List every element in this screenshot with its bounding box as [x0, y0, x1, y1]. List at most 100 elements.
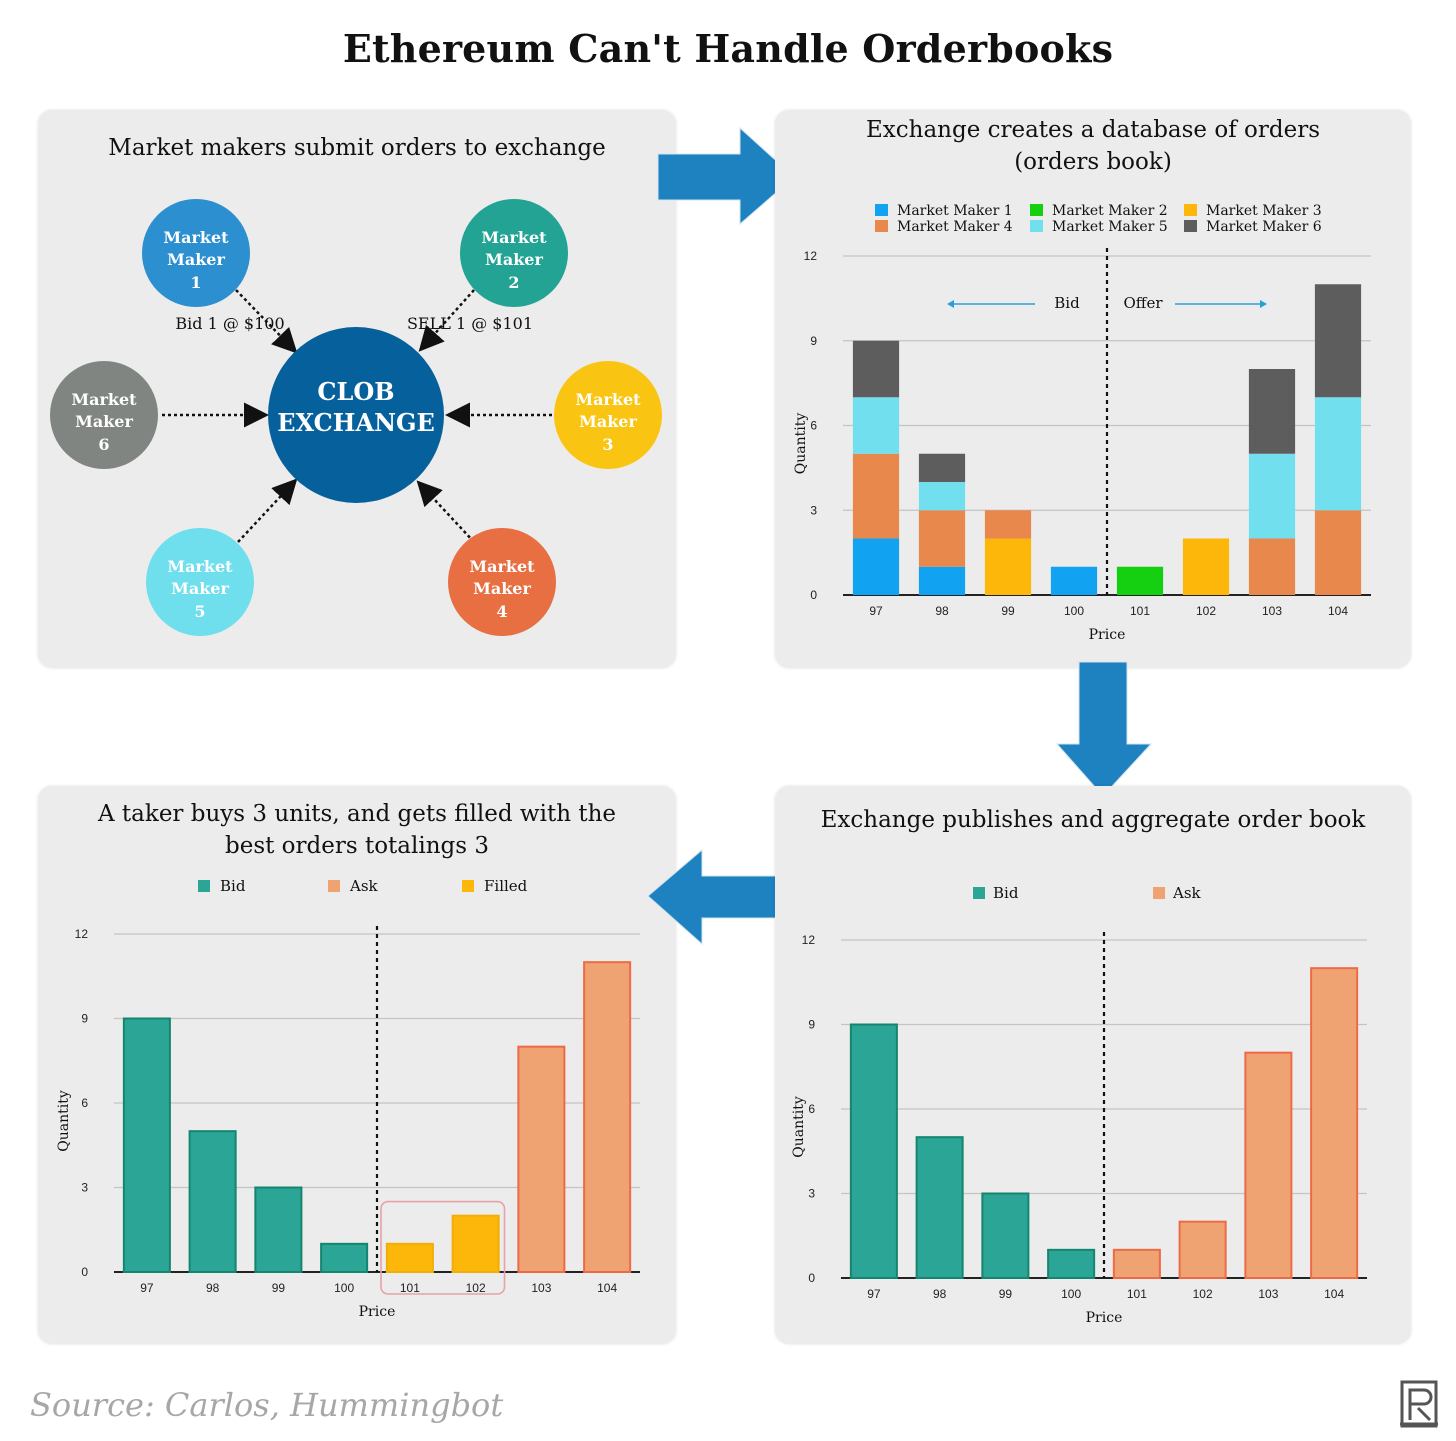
x-tick-label: 97 — [869, 604, 883, 618]
market-maker-node-6: Market Maker 6 — [50, 361, 158, 469]
market-maker-word1: Market — [575, 390, 641, 409]
legend-swatch-ask — [328, 880, 340, 892]
market-maker-number: 1 — [190, 273, 201, 292]
y-tick-label: 9 — [81, 1012, 88, 1026]
bar — [1310, 967, 1359, 1280]
x-tick-label: 97 — [140, 1281, 154, 1295]
bar-segment — [1182, 538, 1230, 595]
panel-order-database-title-2: (orders book) — [1014, 149, 1172, 175]
offer-arrowhead-icon — [1260, 300, 1267, 308]
stacked-orderbook-chart: 0 3 6 9 12 Price Quantity 97 98 99 100 101 102 103 104… — [793, 203, 1371, 643]
legend-swatch-mm6 — [1184, 220, 1197, 232]
bar — [1047, 1248, 1096, 1280]
bid-order-label: Bid 1 @ $100 — [175, 314, 284, 333]
x-tick-label: 97 — [867, 1287, 881, 1301]
y-axis-title: Quantity — [793, 413, 809, 475]
bar-segment — [918, 482, 966, 511]
market-maker-word2: Maker — [485, 250, 543, 269]
bid-side-label: Bid — [1054, 294, 1080, 312]
x-tick-label: 104 — [1328, 604, 1348, 618]
bar — [385, 1242, 434, 1274]
sell-order-label: SELL 1 @ $101 — [407, 314, 533, 333]
y-tick-label: 6 — [810, 419, 817, 433]
y-tick-label: 0 — [81, 1265, 88, 1279]
bar — [1244, 1051, 1293, 1279]
bar-segment — [918, 453, 966, 482]
x-tick-label: 98 — [206, 1281, 220, 1295]
market-maker-word2: Maker — [75, 412, 133, 431]
panel-submit-orders-title: Market makers submit orders to exchange — [108, 135, 606, 161]
market-maker-node-4: Market Maker 4 — [448, 528, 556, 636]
connector-mm5 — [237, 478, 298, 543]
x-tick-label: 101 — [400, 1281, 420, 1295]
y-axis-title: Quantity — [791, 1096, 807, 1158]
legend-swatch-bid — [198, 880, 210, 892]
y-tick-label: 12 — [804, 249, 818, 263]
x-tick-label: 100 — [334, 1281, 354, 1295]
x-tick-label: 101 — [1127, 1287, 1147, 1301]
y-tick-label: 3 — [808, 1187, 815, 1201]
bar-segment — [1050, 566, 1098, 595]
market-maker-node-2: Market Maker 2 — [460, 199, 568, 307]
panel-taker-fill: A taker buys 3 units, and gets filled wi… — [38, 786, 676, 1344]
source-caption: Source: Carlos, Hummingbot — [30, 1386, 504, 1424]
bar-segment — [852, 397, 900, 454]
y-tick-label: 12 — [75, 927, 89, 941]
market-maker-word2: Maker — [473, 579, 531, 598]
legend-label-ask: Ask — [349, 877, 379, 895]
legend-swatch-mm3 — [1184, 204, 1197, 216]
x-axis-title: Price — [1089, 627, 1126, 643]
bar — [1178, 1220, 1227, 1279]
connector-mm4 — [416, 480, 475, 543]
bar — [915, 1136, 964, 1279]
panel-order-database-title-1: Exchange creates a database of orders — [865, 117, 1320, 143]
bar — [517, 1045, 566, 1273]
bar-segment — [1314, 284, 1362, 398]
panel-taker-fill-title-1: A taker buys 3 units, and gets filled wi… — [98, 801, 616, 827]
legend-swatch-mm4 — [875, 220, 888, 232]
panel-aggregate-book-title: Exchange publishes and aggregate order b… — [820, 807, 1366, 833]
market-maker-word2: Maker — [171, 579, 229, 598]
market-maker-word1: Market — [167, 557, 233, 576]
bar — [1112, 1248, 1161, 1280]
aggregate-orderbook-chart: 0 3 6 9 12 Price Quantity 97 98 99 100 101 102 103 104… — [791, 884, 1367, 1326]
legend-label-mm2: Market Maker 2 — [1052, 203, 1168, 219]
bar-segment — [918, 510, 966, 567]
bar — [320, 1242, 369, 1274]
market-maker-circle-3 — [554, 361, 662, 469]
market-maker-circle-2 — [460, 199, 568, 307]
x-tick-label: 103 — [1262, 604, 1282, 618]
bar-segment — [852, 340, 900, 398]
bar — [583, 961, 632, 1274]
y-tick-label: 3 — [81, 1181, 88, 1195]
y-tick-label: 0 — [810, 588, 817, 602]
legend-label-bid: Bid — [993, 884, 1019, 902]
market-maker-number: 4 — [496, 602, 507, 621]
legend-label-bid: Bid — [220, 877, 246, 895]
market-maker-circle-5 — [146, 528, 254, 636]
bar — [451, 1214, 500, 1273]
legend-label-ask: Ask — [1172, 884, 1202, 902]
publisher-logo-icon — [1400, 1380, 1438, 1428]
bar — [188, 1130, 237, 1273]
x-tick-label: 100 — [1064, 604, 1084, 618]
market-maker-word2: Maker — [579, 412, 637, 431]
market-maker-node-5: Market Maker 5 — [146, 528, 254, 636]
y-tick-label: 6 — [808, 1102, 815, 1116]
filled-orderbook-chart: 0 3 6 9 12 Price Quantity 97 98 99 100 101 102 103 104… — [56, 877, 640, 1320]
bar-segment — [918, 566, 966, 595]
bar-segment — [852, 453, 900, 539]
bar-segment — [1314, 510, 1362, 595]
arrow-right-icon — [657, 126, 795, 226]
bar-segment — [852, 538, 900, 595]
connector-mm1 — [235, 289, 298, 354]
bar — [981, 1192, 1030, 1279]
clob-exchange-line2: EXCHANGE — [277, 408, 435, 437]
x-tick-label: 101 — [1130, 604, 1150, 618]
market-maker-word1: Market — [469, 557, 535, 576]
x-tick-label: 103 — [531, 1281, 551, 1295]
bar-segment — [1248, 453, 1296, 539]
y-tick-label: 9 — [808, 1018, 815, 1032]
y-tick-label: 6 — [81, 1096, 88, 1110]
market-maker-word2: Maker — [167, 250, 225, 269]
